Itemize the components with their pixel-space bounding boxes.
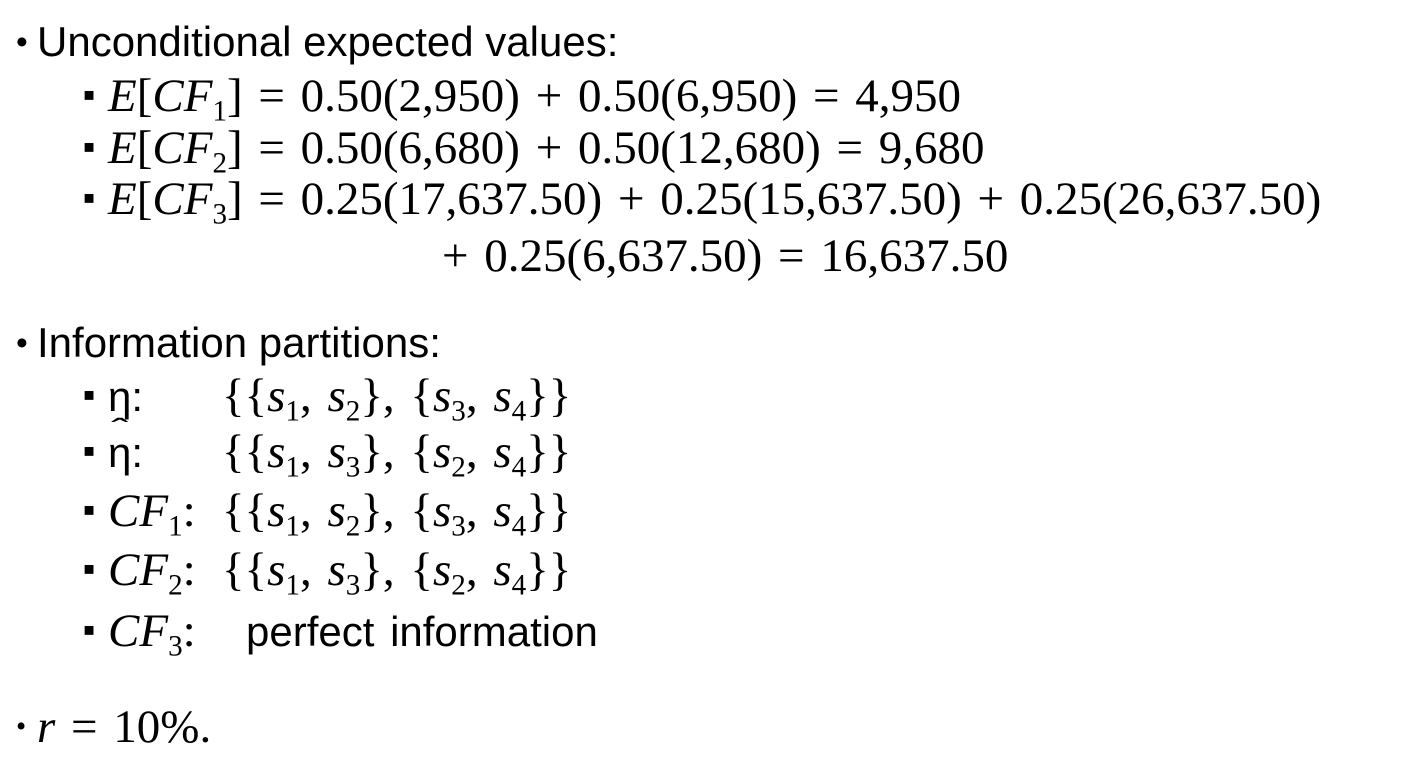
partition-row-cf3: ▪ CF3: perfect information bbox=[83, 603, 598, 663]
partitions-heading-line: • Information partitions: bbox=[16, 318, 441, 368]
bullet-icon: • bbox=[16, 710, 27, 743]
equation-ecf1: E[CF1] = 0.50(2,950) + 0.50(6,950) = 4,9… bbox=[108, 70, 962, 128]
square-bullet-icon: ▪ bbox=[83, 186, 96, 208]
equation-ecf3-continuation-line: + 0.25(6,637.50) = 16,637.50 bbox=[442, 228, 1008, 284]
square-bullet-icon: ▪ bbox=[83, 498, 96, 520]
square-bullet-icon: ▪ bbox=[83, 618, 96, 640]
partition-value-eta: {{s1, s2}, {s3, s4}} bbox=[222, 370, 572, 428]
partition-value-cf1: {{s1, s2}, {s3, s4}} bbox=[222, 485, 572, 543]
partition-label-cf3: CF3: bbox=[108, 605, 196, 663]
bullet-icon: • bbox=[16, 24, 28, 62]
square-bullet-icon: ▪ bbox=[83, 439, 96, 461]
equation-ecf3: E[CF3] = 0.25(17,637.50) + 0.25(15,637.5… bbox=[108, 173, 1322, 231]
expected-values-heading-line: • Unconditional expected values: bbox=[16, 17, 618, 67]
partition-row-eta-hat: ▪ η ˆ: {{s1, s3}, {s2, s4}} bbox=[83, 413, 572, 484]
equation-ecf2: E[CF2] = 0.50(6,680) + 0.50(12,680) = 9,… bbox=[108, 122, 985, 180]
equation-ecf2-line: ▪ E[CF2] = 0.50(6,680) + 0.50(12,680) = 9… bbox=[83, 120, 985, 180]
partitions-heading: Information partitions: bbox=[37, 319, 441, 366]
equation-ecf3-line: ▪ E[CF3] = 0.25(17,637.50) + 0.25(15,637.… bbox=[83, 171, 1322, 231]
square-bullet-icon: ▪ bbox=[83, 135, 96, 157]
square-bullet-icon: ▪ bbox=[83, 83, 96, 105]
partition-value-cf3: perfect information bbox=[246, 608, 598, 655]
equation-ecf1-line: ▪ E[CF1] = 0.50(2,950) + 0.50(6,950) = 4,… bbox=[83, 68, 962, 128]
partition-row-cf2: ▪ CF2: {{s1, s3}, {s2, s4}} bbox=[83, 542, 572, 602]
bullet-icon: • bbox=[16, 325, 28, 363]
partition-value-cf2: {{s1, s3}, {s2, s4}} bbox=[222, 544, 572, 602]
square-bullet-icon: ▪ bbox=[83, 383, 96, 405]
square-bullet-icon: ▪ bbox=[83, 557, 96, 579]
discount-rate-line: • r = 10%. bbox=[16, 699, 211, 755]
partition-label-cf1: CF1: bbox=[108, 485, 196, 543]
partition-label-eta: η: bbox=[108, 373, 144, 420]
expected-values-heading: Unconditional expected values: bbox=[37, 18, 619, 65]
partition-value-eta-hat: {{s1, s3}, {s2, s4}} bbox=[222, 426, 572, 484]
discount-rate-formula: r = 10%. bbox=[37, 701, 212, 753]
equation-ecf3-continuation: + 0.25(6,637.50) = 16,637.50 bbox=[442, 230, 1009, 282]
hat-accent-icon: ˆ bbox=[111, 413, 129, 447]
partition-row-cf1: ▪ CF1: {{s1, s2}, {s3, s4}} bbox=[83, 483, 572, 543]
partition-row-eta: ▪ η: {{s1, s2}, {s3, s4}} bbox=[83, 368, 572, 428]
partition-label-cf2: CF2: bbox=[108, 544, 196, 602]
